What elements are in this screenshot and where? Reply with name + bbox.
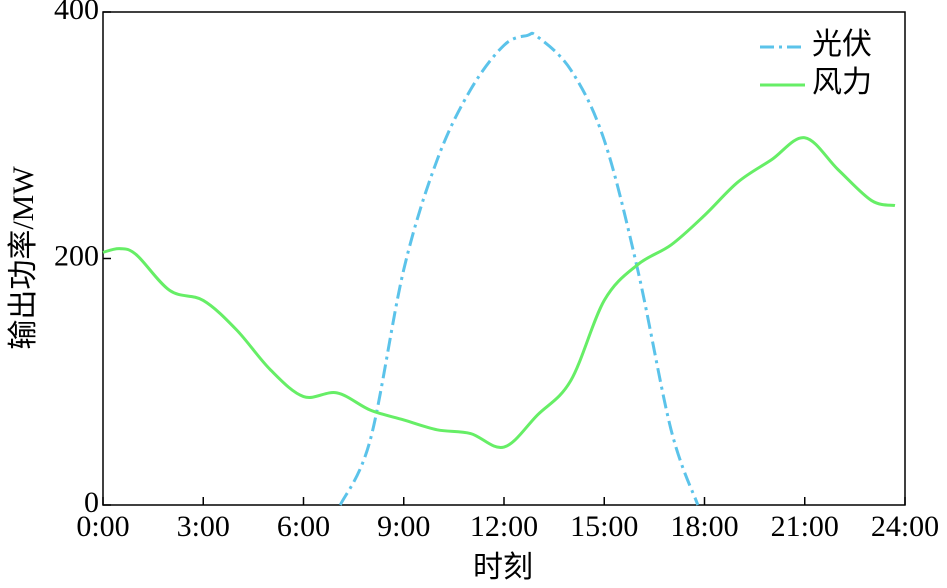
y-tick-label: 200 [54, 239, 99, 272]
series-line [338, 31, 700, 506]
x-tick-label: 21:00 [771, 510, 839, 543]
x-tick-label: 3:00 [177, 510, 230, 543]
x-tick-label: 6:00 [277, 510, 330, 543]
y-tick-label: 0 [84, 486, 99, 519]
x-tick-label: 15:00 [570, 510, 638, 543]
legend-label: 光伏 [812, 28, 872, 61]
y-axis-label: 输出功率/MW [7, 166, 40, 350]
x-tick-label: 12:00 [470, 510, 538, 543]
y-tick-label: 400 [54, 0, 99, 26]
legend-label: 风力 [812, 66, 872, 99]
x-tick-label: 24:00 [871, 510, 939, 543]
series-line [102, 136, 896, 449]
x-tick-label: 9:00 [377, 510, 430, 543]
x-tick-label: 18:00 [670, 510, 738, 543]
x-tick-label: 0:00 [76, 510, 129, 543]
x-axis-label: 时刻 [473, 551, 533, 584]
